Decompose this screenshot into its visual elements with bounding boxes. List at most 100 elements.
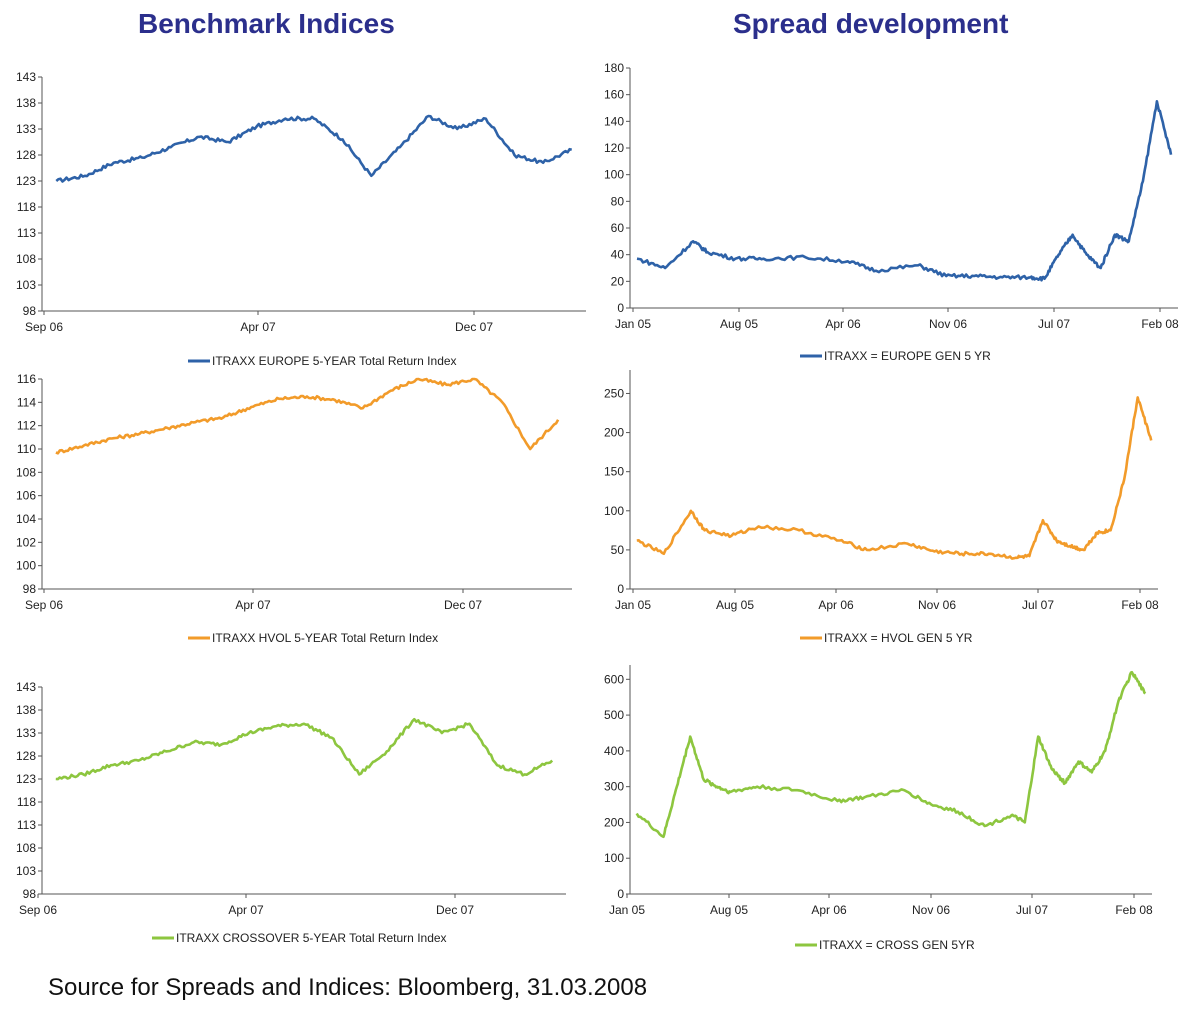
y-tick-label: 100 (604, 851, 624, 865)
y-tick-label: 150 (604, 465, 624, 479)
y-tick-label: 138 (16, 703, 36, 717)
legend: ITRAXX HVOL 5-YEAR Total Return Index (188, 631, 438, 645)
series-line (635, 670, 1147, 839)
x-tick-label: Nov 06 (918, 598, 956, 612)
y-tick-label: 133 (16, 726, 36, 740)
y-tick-label: 100 (604, 168, 624, 182)
x-tick-label: Dec 07 (444, 598, 482, 612)
x-tick-label: Jul 07 (1016, 903, 1048, 917)
legend-label: ITRAXX CROSSOVER 5-YEAR Total Return Ind… (176, 931, 447, 945)
y-tick-label: 102 (16, 535, 36, 549)
y-tick-label: 143 (16, 70, 36, 84)
y-tick-label: 113 (17, 818, 36, 832)
crossover-index-chart: 98 103 108 113 118 123 128 133 138 143 Sep 06 Apr 0… (16, 680, 566, 945)
europe-spread-chart: 0 20 40 60 80 100 120 140 160 180 Jan 05 Aug 05 Apr … (604, 61, 1179, 363)
y-tick-label: 400 (604, 744, 624, 758)
legend: ITRAXX = EUROPE GEN 5 YR (800, 349, 991, 363)
y-tick-label: 118 (17, 795, 36, 809)
x-tick-label: Feb 08 (1141, 317, 1179, 331)
y-tick-label: 108 (16, 465, 36, 479)
x-tick-label: Sep 06 (25, 320, 63, 334)
x-tick-label: Nov 06 (912, 903, 950, 917)
y-tick-label: 113 (17, 226, 36, 240)
series-line (636, 100, 1173, 282)
y-tick-label: 250 (604, 386, 624, 400)
y-tick-label: 128 (16, 148, 36, 162)
y-tick-label: 104 (16, 512, 36, 526)
legend: ITRAXX EUROPE 5-YEAR Total Return Index (188, 354, 457, 368)
x-tick-label: Apr 06 (825, 317, 861, 331)
x-tick-label: Apr 06 (818, 598, 854, 612)
series-line (55, 717, 554, 781)
x-tick-label: Sep 06 (25, 598, 63, 612)
legend-label: ITRAXX = EUROPE GEN 5 YR (824, 349, 991, 363)
y-tick-label: 110 (17, 442, 36, 456)
y-tick-label: 0 (617, 887, 624, 901)
y-tick-label: 114 (17, 395, 36, 409)
y-tick-label: 123 (16, 772, 36, 786)
y-tick-label: 103 (16, 864, 36, 878)
y-tick-label: 100 (16, 559, 36, 573)
y-tick-label: 50 (611, 543, 625, 557)
y-tick-label: 180 (604, 61, 624, 75)
cross-spread-chart: 0 100 200 300 400 500 600 Jan 05 Aug 05 Apr 06 Nov… (604, 665, 1153, 952)
legend-label: ITRAXX = CROSS GEN 5YR (819, 938, 975, 952)
series-line (55, 114, 573, 183)
x-tick-label: Dec 07 (436, 903, 474, 917)
y-tick-label: 200 (604, 426, 624, 440)
y-tick-label: 138 (16, 96, 36, 110)
y-tick-label: 116 (17, 372, 36, 386)
x-tick-label: Nov 06 (929, 317, 967, 331)
y-tick-label: 300 (604, 780, 624, 794)
legend: ITRAXX = HVOL GEN 5 YR (800, 631, 973, 645)
y-tick-label: 120 (604, 141, 624, 155)
y-tick-label: 98 (23, 304, 37, 318)
legend-label: ITRAXX EUROPE 5-YEAR Total Return Index (212, 354, 457, 368)
y-tick-label: 98 (23, 887, 37, 901)
y-tick-label: 108 (16, 252, 36, 266)
y-tick-label: 140 (604, 114, 624, 128)
hvol-spread-chart: 0 50 100 150 200 250 Jan 05 Aug 05 Apr 06 Nov 06 J… (604, 370, 1159, 645)
x-tick-label: Sep 06 (19, 903, 57, 917)
source-note: Source for Spreads and Indices: Bloomber… (48, 974, 648, 1001)
legend: ITRAXX CROSSOVER 5-YEAR Total Return Ind… (152, 931, 447, 945)
spread-development-heading: Spread development (733, 8, 1009, 39)
series-line (55, 377, 560, 455)
x-tick-label: Jul 07 (1038, 317, 1070, 331)
y-tick-label: 60 (611, 221, 625, 235)
y-tick-label: 108 (16, 841, 36, 855)
legend-label: ITRAXX HVOL 5-YEAR Total Return Index (212, 631, 438, 645)
benchmark-indices-heading: Benchmark Indices (138, 8, 395, 39)
y-tick-label: 112 (17, 419, 36, 433)
y-tick-label: 40 (611, 248, 625, 262)
x-tick-label: Dec 07 (455, 320, 493, 334)
y-tick-label: 106 (16, 489, 36, 503)
x-tick-label: Jan 05 (615, 598, 651, 612)
y-tick-label: 123 (16, 174, 36, 188)
series-line (636, 396, 1153, 560)
x-tick-label: Apr 07 (235, 598, 271, 612)
x-tick-label: Jan 05 (615, 317, 651, 331)
y-tick-label: 0 (617, 301, 624, 315)
y-tick-label: 160 (604, 88, 624, 102)
y-tick-label: 128 (16, 749, 36, 763)
y-tick-label: 100 (604, 504, 624, 518)
x-tick-label: Feb 08 (1121, 598, 1159, 612)
y-tick-label: 600 (604, 672, 624, 686)
x-tick-label: Jan 05 (609, 903, 645, 917)
x-tick-label: Jul 07 (1022, 598, 1054, 612)
y-tick-label: 0 (617, 582, 624, 596)
europe-index-chart: 98 103 108 113 118 123 128 133 138 143 Sep 06 Apr 0… (16, 70, 586, 368)
x-tick-label: Apr 06 (811, 903, 847, 917)
x-tick-label: Aug 05 (720, 317, 758, 331)
y-tick-label: 200 (604, 815, 624, 829)
legend: ITRAXX = CROSS GEN 5YR (795, 938, 975, 952)
x-tick-label: Aug 05 (716, 598, 754, 612)
x-tick-label: Aug 05 (710, 903, 748, 917)
y-tick-label: 98 (23, 582, 37, 596)
y-tick-label: 20 (611, 274, 625, 288)
y-tick-label: 143 (16, 680, 36, 694)
y-tick-label: 133 (16, 122, 36, 136)
hvol-index-chart: 98 100 102 104 106 108 110 112 114 116 Sep 06 Apr 0… (16, 372, 572, 645)
